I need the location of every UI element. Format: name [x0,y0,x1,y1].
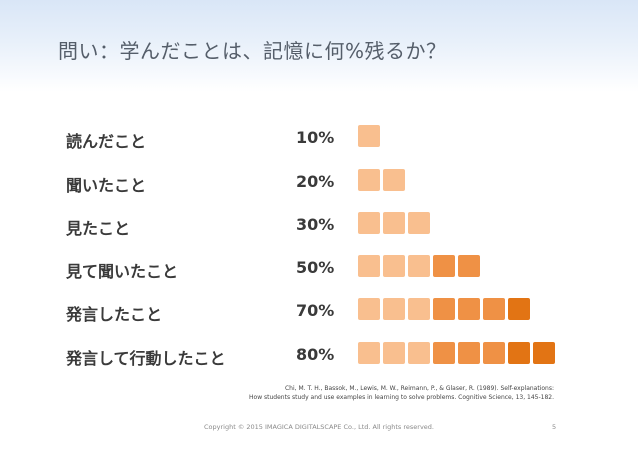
retention-square [508,298,530,320]
retention-row: 発言したこと 70% [0,297,638,327]
retention-square [533,342,555,364]
retention-square [383,169,405,191]
retention-square [408,342,430,364]
retention-square [358,212,380,234]
retention-square [408,255,430,277]
retention-square [358,255,380,277]
retention-square [383,255,405,277]
row-percentage: 10% [296,128,335,147]
retention-square [383,298,405,320]
row-label: 聞いたこと [66,176,147,195]
retention-square [433,342,455,364]
retention-square [483,342,505,364]
retention-square [433,298,455,320]
row-label: 見て聞いたこと [66,262,179,281]
row-label: 発言して行動したこと [66,349,226,368]
retention-square [508,342,530,364]
retention-square [483,298,505,320]
citation-line-1: Chi, M. T. H., Bassok, M., Lewis, M. W.,… [284,385,554,392]
citation-line-2: How students study and use examples in l… [249,394,554,401]
page-number: 5 [552,423,557,431]
retention-square [383,212,405,234]
retention-square [383,342,405,364]
retention-square [408,212,430,234]
header-band [0,0,638,92]
row-label: 発言したこと [66,305,163,324]
slide-title: 問い：学んだことは、記憶に何%残るか？ [58,39,447,63]
retention-square [458,298,480,320]
retention-row: 発言して行動したこと 80% [0,341,638,371]
row-percentage: 20% [296,172,335,191]
retention-row: 見て聞いたこと 50% [0,254,638,284]
citation: Chi, M. T. H., Bassok, M., Lewis, M. W.,… [0,384,554,402]
retention-square [358,125,380,147]
retention-square [408,298,430,320]
retention-square [433,255,455,277]
row-label: 見たこと [66,219,131,238]
row-label: 読んだこと [66,132,147,151]
retention-row: 読んだこと 10% [0,124,638,154]
retention-square [358,298,380,320]
row-percentage: 70% [296,301,335,320]
row-percentage: 50% [296,258,335,277]
copyright-text: Copyright © 2015 IMAGICA DIGITALSCAPE Co… [204,423,434,431]
row-percentage: 30% [296,215,335,234]
retention-row: 見たこと 30% [0,211,638,241]
retention-square [358,169,380,191]
retention-square [458,255,480,277]
retention-square [358,342,380,364]
retention-square [458,342,480,364]
row-percentage: 80% [296,345,335,364]
retention-row: 聞いたこと 20% [0,168,638,198]
